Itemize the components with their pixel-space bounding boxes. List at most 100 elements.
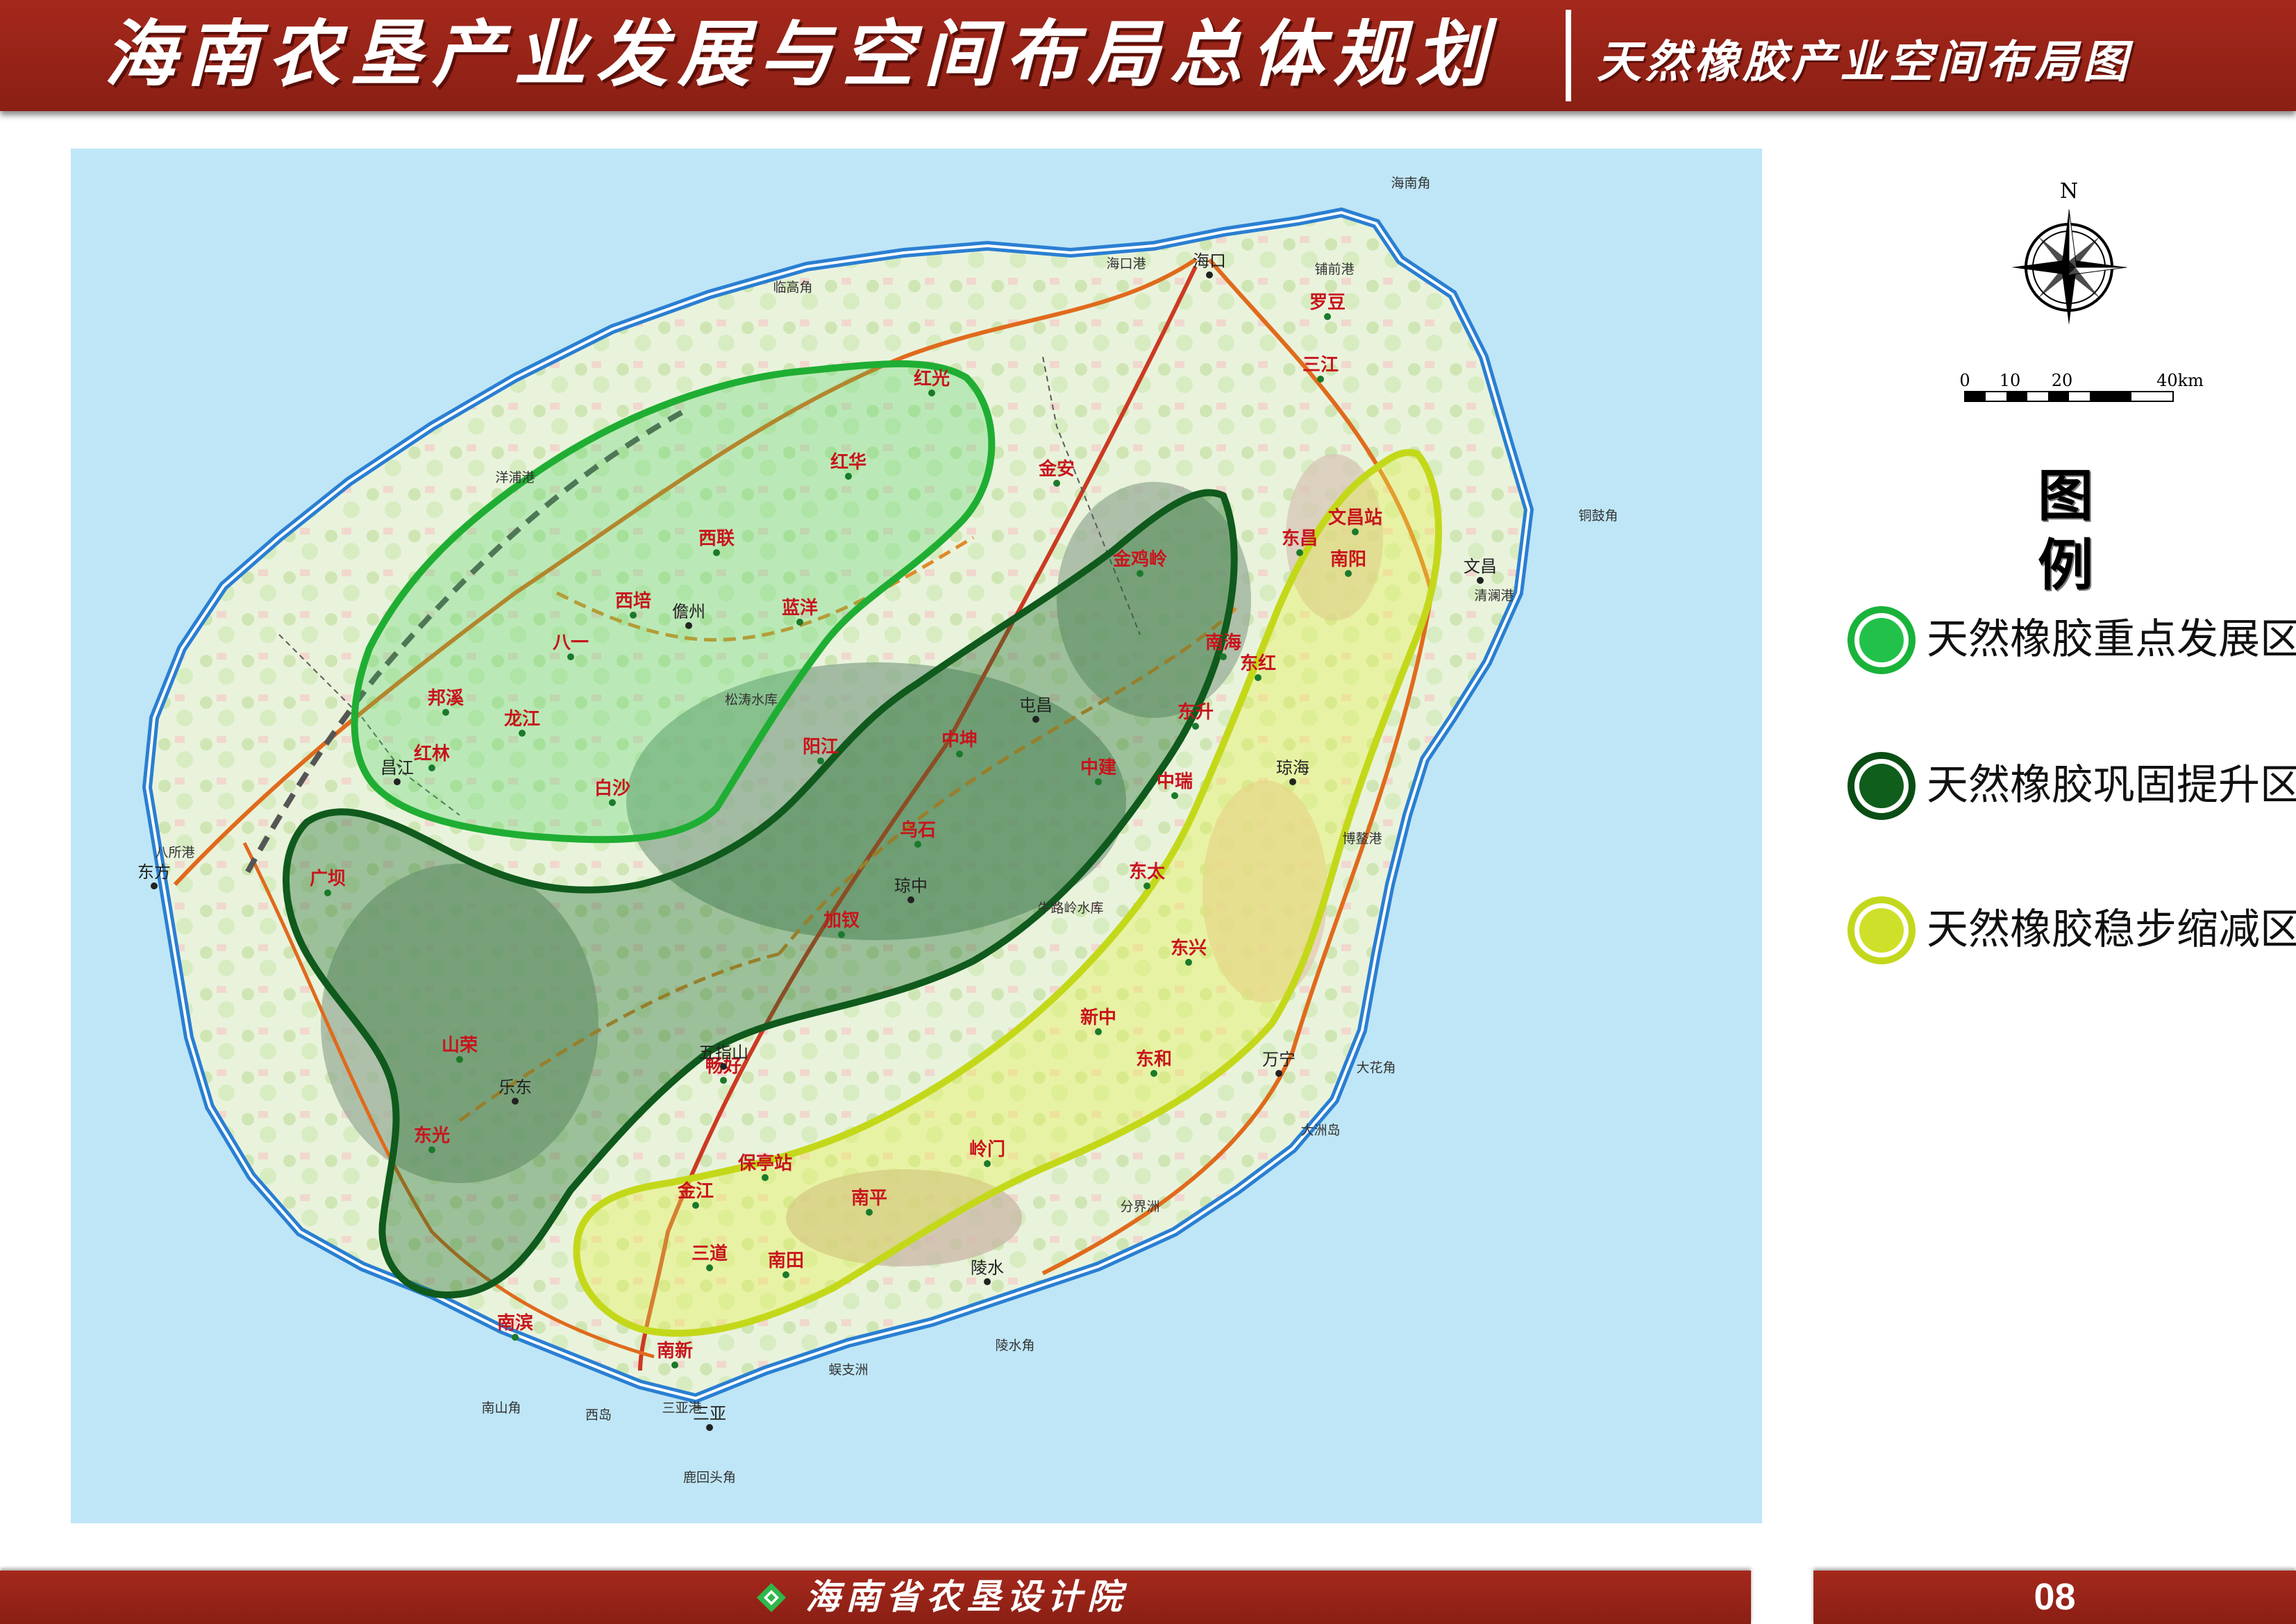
scale-tick-0: 0 xyxy=(1959,371,1970,390)
place-dot-wenchang xyxy=(1477,577,1484,584)
place-label-zhongrui: 中瑞 xyxy=(1157,771,1193,792)
scale-tick-20: 20 xyxy=(2052,371,2073,390)
place-label-puqiangang: 铺前港 xyxy=(1314,262,1354,277)
place-label-zhongjian: 中建 xyxy=(1080,757,1116,778)
place-sandao: 三道 xyxy=(692,1243,728,1271)
place-qinglangang: 清澜港 xyxy=(1474,588,1514,603)
place-lingshui: 陵水 xyxy=(971,1258,1004,1285)
place-label-yangjiang: 阳江 xyxy=(803,737,839,757)
place-label-tonggujiao: 铜鼓角 xyxy=(1578,508,1618,524)
place-dot-wuzhishan xyxy=(720,1063,727,1070)
place-danzhou: 儋州 xyxy=(672,602,705,629)
place-label-baisha: 白沙 xyxy=(594,778,630,799)
place-hainanjiao: 海南角 xyxy=(1391,176,1430,191)
place-label-bayi: 八一 xyxy=(553,633,589,653)
place-dot-longjiang xyxy=(519,730,526,737)
place-niululingshuiku: 牛路岭水库 xyxy=(1037,901,1103,916)
place-label-nanhai: 南海 xyxy=(1205,633,1241,653)
place-label-dahuajiao: 大花角 xyxy=(1356,1060,1396,1075)
place-nanshanjiao: 南山角 xyxy=(481,1400,521,1416)
place-dot-jinan xyxy=(1053,480,1060,487)
place-dot-wenchangzhan xyxy=(1352,528,1359,535)
place-dongsheng: 东升 xyxy=(1178,701,1214,730)
place-dot-dongchang xyxy=(1296,549,1303,556)
place-label-sanjiang: 三江 xyxy=(1302,355,1339,376)
footer-bar: 海南省农垦设计院 xyxy=(0,1571,1751,1624)
place-bayi: 八一 xyxy=(553,633,589,660)
place-label-tunchang: 屯昌 xyxy=(1019,696,1053,715)
place-label-luhuitoujiao: 鹿回头角 xyxy=(683,1470,736,1485)
compass-rose-icon xyxy=(2011,209,2127,325)
place-label-longjiang: 龙江 xyxy=(504,709,540,730)
legend-label-key-development: 天然橡胶重点发展区 xyxy=(1927,615,2296,664)
place-dot-baotingzhan xyxy=(762,1174,769,1181)
place-label-jiachai: 加钗 xyxy=(823,910,860,931)
place-label-luodou: 罗豆 xyxy=(1309,292,1346,313)
place-dot-donghe xyxy=(1150,1070,1157,1077)
place-xidao: 西岛 xyxy=(585,1407,612,1423)
place-xipei: 西培 xyxy=(615,591,651,619)
place-wenchang: 文昌 xyxy=(1464,557,1497,584)
compass-north-label: N xyxy=(2059,179,2079,203)
place-wushi: 乌石 xyxy=(900,819,936,848)
place-dot-luodou xyxy=(1324,313,1331,320)
place-dot-dongsheng xyxy=(1192,723,1199,730)
place-fenjiezhou: 分界洲 xyxy=(1120,1199,1159,1214)
place-label-honggang: 红光 xyxy=(914,368,950,390)
place-dot-dongxing xyxy=(1185,959,1192,966)
place-zhongrui: 中瑞 xyxy=(1157,771,1193,799)
place-dot-yangjiang xyxy=(817,757,824,764)
place-dot-lanyang xyxy=(796,619,803,626)
place-label-jinjiling: 金鸡岭 xyxy=(1112,549,1167,570)
place-label-wuzhishan: 五指山 xyxy=(698,1043,748,1062)
place-dot-qiongzhong xyxy=(907,896,914,903)
place-label-haikou: 海口 xyxy=(1193,251,1226,271)
legend-swatch-consolidation xyxy=(1847,752,1916,820)
place-dongchang: 东昌 xyxy=(1282,528,1318,556)
place-dot-hongfu xyxy=(845,473,852,480)
place-label-fenjiezhou: 分界洲 xyxy=(1120,1199,1159,1214)
place-dongfang: 东方 xyxy=(137,862,171,889)
place-label-xinzhong: 新中 xyxy=(1080,1007,1116,1028)
place-dot-honglin xyxy=(428,764,435,771)
coast-outline xyxy=(145,210,1531,1400)
place-dot-zhongkun xyxy=(956,751,963,757)
place-dot-sanjiang xyxy=(1317,376,1324,383)
place-dot-dongguang xyxy=(428,1146,435,1153)
place-label-wushi: 乌石 xyxy=(900,819,936,841)
place-nantian: 南田 xyxy=(768,1250,804,1278)
place-label-danzhou: 儋州 xyxy=(672,602,705,621)
place-wanning: 万宁 xyxy=(1262,1050,1296,1077)
place-dot-lingmen xyxy=(984,1160,991,1167)
institute-logo-icon xyxy=(757,1583,786,1612)
place-ledong: 乐东 xyxy=(498,1078,532,1105)
place-label-wenchangzhan: 文昌站 xyxy=(1328,507,1382,528)
place-dot-wushi xyxy=(914,841,921,848)
place-label-sandao: 三道 xyxy=(692,1243,728,1264)
place-dot-qionghai xyxy=(1289,778,1296,785)
place-label-dongguang: 东光 xyxy=(414,1125,450,1146)
place-label-xidao: 西岛 xyxy=(585,1407,612,1423)
place-label-dongtai: 东太 xyxy=(1129,861,1166,882)
place-label-nanbin: 南滨 xyxy=(497,1312,533,1334)
terrain-patches xyxy=(321,454,1383,1266)
place-label-xipei: 西培 xyxy=(615,591,651,612)
place-dot-wanning xyxy=(1275,1070,1282,1077)
place-luhuitoujiao: 鹿回头角 xyxy=(683,1470,736,1485)
place-dongtai: 东太 xyxy=(1129,861,1166,889)
zone-consolidation xyxy=(283,489,1238,1299)
page-title: 海南农垦产业发展与空间布局总体规划 xyxy=(104,11,1498,97)
place-dot-honggang xyxy=(928,390,935,396)
place-dot-bayi xyxy=(567,653,574,660)
place-dot-haikou xyxy=(1206,271,1213,278)
place-dot-zhongjian xyxy=(1095,778,1102,785)
place-label-wuzhizhou: 蜈支洲 xyxy=(828,1362,868,1378)
place-nanhai: 南海 xyxy=(1205,633,1241,660)
place-dot-sanya xyxy=(706,1424,713,1431)
scale-bar: 0 10 20 40km xyxy=(1959,371,2204,402)
place-jiachai: 加钗 xyxy=(823,910,860,938)
place-label-donghong: 东红 xyxy=(1240,653,1276,674)
place-dot-xipei xyxy=(630,612,637,619)
